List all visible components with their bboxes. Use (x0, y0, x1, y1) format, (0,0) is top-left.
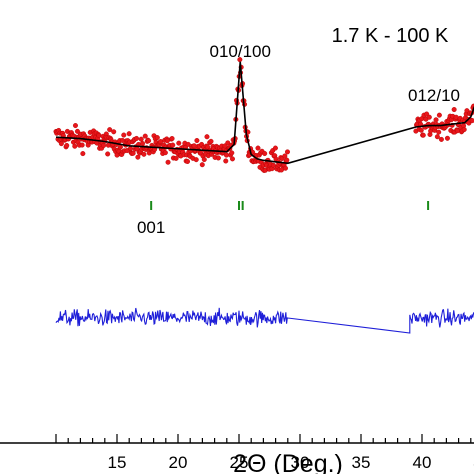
calculated-series (55, 61, 474, 165)
x-axis-title: 2Θ (Deg.) (233, 450, 343, 474)
difference-series (55, 307, 474, 334)
observed-point (193, 157, 199, 163)
observed-point (169, 136, 175, 142)
observed-point (105, 151, 111, 157)
observed-point (117, 144, 123, 150)
observed-point (225, 140, 231, 146)
observed-point (436, 112, 442, 118)
observed-point (96, 132, 102, 138)
bragg-tick-marks (150, 201, 430, 210)
observed-point (185, 158, 191, 164)
observed-point (436, 129, 442, 135)
x-tick-label: 30 (291, 453, 310, 472)
observed-point (72, 143, 78, 149)
x-tick-label: 35 (352, 453, 371, 472)
observed-point (130, 150, 136, 156)
observed-point (262, 151, 268, 157)
bragg-tick (238, 201, 240, 210)
observed-point (204, 134, 210, 140)
temperature-label: 1.7 K - 100 K (332, 25, 449, 47)
observed-point (170, 142, 176, 148)
observed-point (272, 145, 278, 151)
peak-label: 010/100 (209, 42, 270, 61)
peak-label: 012/10 (408, 86, 460, 105)
observed-point (469, 118, 474, 124)
observed-point (282, 165, 288, 171)
bragg-tick (241, 201, 244, 210)
x-axis: 15202530354045 (0, 434, 474, 472)
observed-point (165, 159, 171, 165)
observed-point (140, 141, 146, 147)
calculated-line (55, 61, 474, 165)
observed-point (134, 135, 140, 141)
observed-point (215, 155, 221, 161)
observed-point (121, 132, 127, 138)
observed-point (141, 151, 147, 157)
observed-point (72, 123, 78, 129)
observed-point (229, 156, 235, 162)
observed-point (433, 117, 439, 123)
observed-series (53, 57, 474, 173)
observed-point (208, 138, 214, 144)
bragg-tick (150, 201, 153, 210)
observed-point (80, 151, 86, 157)
observed-point (176, 140, 182, 146)
observed-point (434, 134, 440, 140)
bragg-tick (427, 201, 430, 210)
observed-point (201, 157, 207, 163)
x-tick-label: 25 (230, 453, 249, 472)
observed-point (135, 154, 141, 160)
observed-point (451, 107, 457, 113)
observed-point (79, 142, 85, 148)
observed-point (101, 142, 107, 148)
annotations: 2Θ (Deg.) 1.7 K - 100 K 010/100 012/10 001 (137, 25, 460, 474)
observed-point (58, 141, 64, 147)
x-tick-label: 40 (413, 453, 432, 472)
observed-point (461, 127, 467, 133)
observed-point (194, 138, 200, 144)
observed-point (111, 129, 117, 135)
peak-label: 001 (137, 218, 165, 237)
observed-point (424, 111, 430, 117)
observed-point (142, 133, 148, 139)
observed-point (444, 135, 450, 141)
x-tick-label: 15 (108, 453, 127, 472)
observed-point (223, 158, 229, 164)
observed-point (284, 157, 290, 163)
observed-point (438, 136, 444, 142)
observed-point (173, 155, 179, 161)
observed-point (154, 135, 160, 141)
observed-point (282, 153, 288, 159)
observed-point (162, 150, 168, 156)
observed-point (107, 127, 113, 133)
observed-point (255, 145, 261, 151)
observed-point (284, 149, 290, 155)
observed-point (426, 114, 432, 120)
observed-point (229, 150, 235, 156)
observed-point (146, 138, 152, 144)
observed-point (138, 136, 144, 142)
observed-point (420, 132, 426, 138)
observed-point (418, 127, 424, 133)
x-tick-label: 20 (169, 453, 188, 472)
observed-point (74, 128, 80, 134)
observed-point (127, 145, 133, 151)
observed-point (64, 142, 70, 148)
observed-point (126, 131, 132, 137)
difference-line (55, 307, 474, 334)
observed-point (199, 162, 205, 168)
